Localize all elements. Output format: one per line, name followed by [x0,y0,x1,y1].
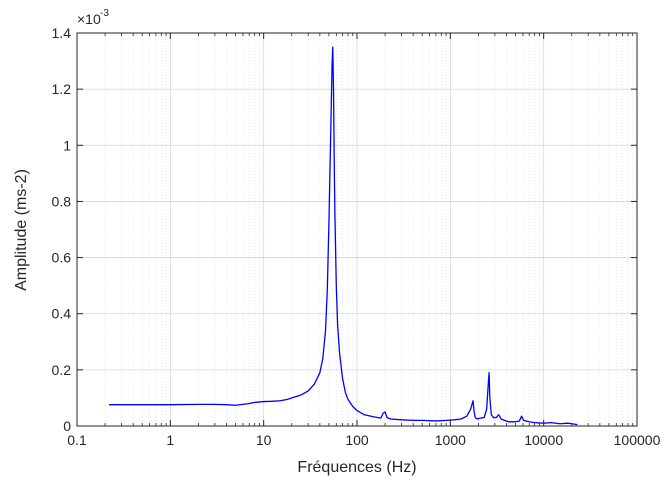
y-tick-label: 1 [63,137,71,153]
y-tick-label: 0.6 [52,250,72,266]
axis-ticks [76,32,638,427]
x-tick-label: 100 [345,432,369,448]
x-tick-label: 10000 [524,432,563,448]
y-tick-label: 1.2 [52,81,72,97]
x-tick-label: 1 [166,432,174,448]
y-tick-label: 0.4 [52,306,72,322]
x-tick-labels: 0.1 1 10 100 1000 10000 100000 [67,432,660,448]
x-axis-label: Fréquences (Hz) [297,459,416,476]
y-exponent-power: -3 [100,8,109,19]
y-tick-labels: 0 0.2 0.4 0.6 0.8 1 1.2 1.4 [52,25,72,434]
x-tick-label: 1000 [435,432,466,448]
series-layer [108,46,578,426]
y-tick-label: 1.4 [52,25,72,41]
x-tick-label: 0.1 [67,432,87,448]
y-tick-label: 0.2 [52,362,72,378]
series-line [108,46,578,426]
y-exponent-base: ×10 [77,11,101,27]
minor-grid [104,33,634,426]
y-tick-label: 0.8 [52,193,72,209]
y-tick-label: 0 [63,418,71,434]
y-axis-label: Amplitude (ms-2) [13,169,30,291]
x-tick-label: 10 [256,432,272,448]
x-tick-label: 100000 [614,432,661,448]
